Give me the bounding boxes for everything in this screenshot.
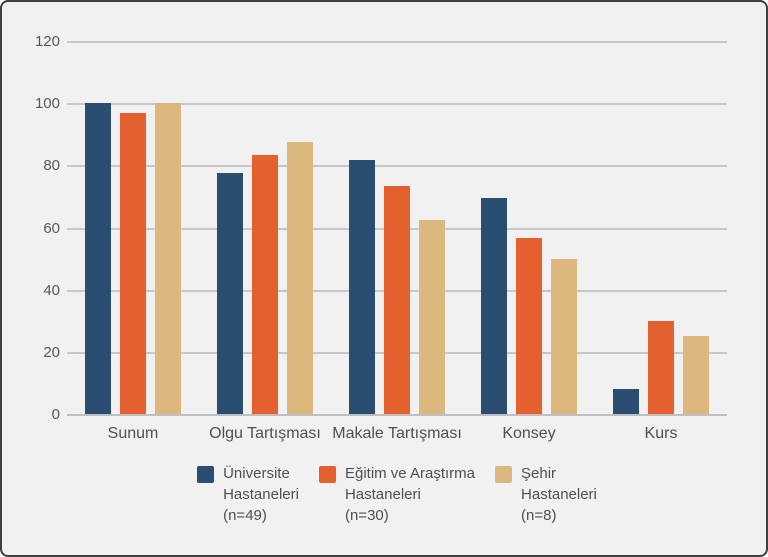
y-tick-label-20: 20 — [43, 343, 60, 361]
gridline-y-120 — [67, 41, 727, 43]
bar-Sunum-series-2 — [120, 113, 146, 414]
bar-Sunum-series-1 — [85, 103, 111, 414]
y-tick-label-120: 120 — [34, 33, 60, 50]
y-axis-tick-labels: 0 20 40 60 80 100 120 — [2, 2, 60, 555]
bar-Makale Tartışması-series-1 — [349, 160, 375, 414]
bar-Olgu Tartışması-series-2 — [252, 155, 278, 414]
y-tick-label-60: 60 — [43, 219, 60, 237]
x-axis-tick-labels: Sunum Olgu Tartışması Makale Tartışması Kon… — [67, 425, 727, 447]
y-tick-label-0: 0 — [51, 406, 60, 423]
bar-Konsey-series-1 — [481, 198, 507, 414]
legend-swatch-icon — [495, 466, 513, 483]
x-tick-label-5: Kurs — [644, 425, 678, 442]
legend-entry-2: Eğitim ve Araştırma Hastaneleri (n=30) — [318, 463, 476, 526]
legend: Üniversite Hastaneleri (n=49) Eğitim ve A… — [67, 463, 727, 526]
bar-Olgu Tartışması-series-3 — [287, 142, 313, 414]
legend-swatch-icon — [318, 466, 336, 483]
gridline-y-100 — [67, 103, 727, 106]
x-tick-label-4: Konsey — [502, 425, 556, 442]
plot-area — [67, 41, 727, 416]
legend-swatch-icon — [197, 466, 215, 483]
bar-Makale Tartışması-series-2 — [384, 186, 410, 414]
bar-Kurs-series-3 — [683, 336, 709, 414]
y-tick-label-80: 80 — [43, 157, 60, 175]
x-tick-label-3: Makale Tartışması — [332, 425, 462, 442]
x-tick-label-2: Olgu Tartışması — [209, 425, 321, 442]
bar-Olgu Tartışması-series-1 — [217, 172, 243, 414]
x-axis-line — [67, 414, 727, 416]
legend-label: Eğitim ve Araştırma Hastaneleri (n=30) — [344, 465, 476, 524]
gridline-y-80 — [67, 165, 727, 168]
x-tick-label-1: Sunum — [107, 425, 159, 442]
y-tick-label-40: 40 — [43, 281, 60, 299]
bar-Kurs-series-2 — [648, 320, 674, 414]
bar-Kurs-series-1 — [613, 388, 639, 414]
y-tick-label-100: 100 — [34, 95, 60, 113]
legend-label: Üniversite Hastaneleri (n=49) — [223, 465, 299, 524]
bar-Sunum-series-3 — [155, 103, 181, 414]
legend-label: Şehir Hastaneleri (n=8) — [521, 465, 597, 524]
legend-entry-1: Üniversite Hastaneleri (n=49) — [197, 463, 299, 526]
bar-Konsey-series-3 — [551, 258, 577, 414]
bar-Makale Tartışması-series-3 — [419, 219, 445, 414]
legend-entry-3: Şehir Hastaneleri (n=8) — [495, 463, 597, 526]
bar-Konsey-series-2 — [516, 237, 542, 414]
